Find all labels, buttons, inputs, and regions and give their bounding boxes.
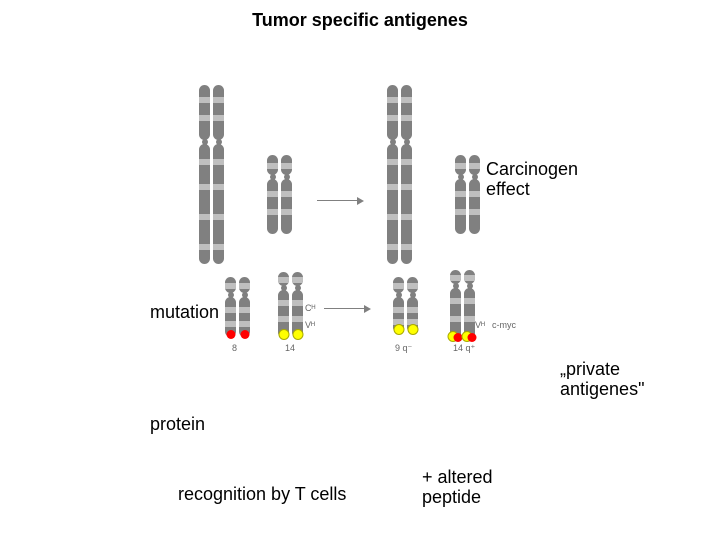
- chromosome-pair: [225, 277, 250, 337]
- chromosome-pair: [387, 85, 412, 264]
- chromosome-pair: [450, 270, 475, 340]
- chromosome-sublabel: Vᴴ: [475, 320, 485, 330]
- chromosome-sublabel: 8: [232, 343, 237, 353]
- chromosome-pair: [393, 277, 418, 333]
- chromosome-pair: [199, 85, 224, 264]
- chromosome-pair: [267, 155, 292, 234]
- arrow-head-icon: [357, 197, 364, 205]
- arrow-icon: [324, 308, 364, 309]
- chromosome-sublabel: 14: [285, 343, 295, 353]
- chromosome-sublabel: 9 q⁻: [395, 343, 412, 354]
- chromosome-sublabel: c-myc: [492, 320, 516, 330]
- chromosome-sublabel: 14 q⁺: [453, 343, 475, 354]
- chromosome-sublabel: Vᴴ: [305, 320, 315, 330]
- chromosome-pair: [278, 272, 303, 338]
- chromosome-sublabel: Cᴴ: [305, 303, 315, 313]
- arrow-head-icon: [364, 305, 371, 313]
- arrow-icon: [317, 200, 357, 201]
- chromosome-diagram: 8 14 9 q⁻ 14 q⁺ Vᴴ Cᴴ Vᴴ c-myc: [0, 0, 720, 540]
- chromosome-pair: [455, 155, 480, 234]
